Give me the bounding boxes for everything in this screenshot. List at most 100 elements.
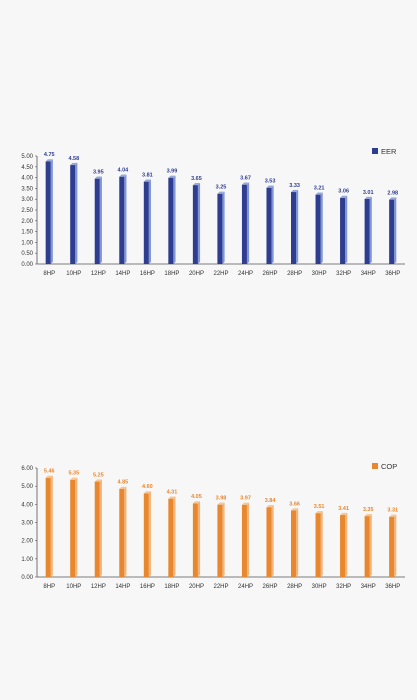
cop-bar-top — [70, 477, 78, 480]
cop-bar-top — [192, 501, 201, 504]
eer-bar-front — [119, 176, 125, 264]
eer-bar-top — [266, 185, 274, 188]
cop-bar-front — [70, 479, 76, 577]
eer-bar — [168, 175, 176, 264]
cop-y-tick-label: 4.00 — [21, 502, 33, 508]
cop-data-label: 3.98 — [216, 495, 227, 501]
cop-bar-top — [389, 514, 397, 517]
cop-bar — [119, 486, 127, 577]
cop-bar-side — [369, 513, 372, 577]
cop-bar-front — [45, 477, 51, 577]
eer-bar — [217, 191, 225, 264]
eer-bar — [119, 174, 127, 264]
eer-bar-top — [70, 162, 78, 166]
cop-bar-top — [45, 475, 53, 478]
eer-bar-side — [222, 191, 225, 264]
cop-x-tick-label: 8HP — [43, 584, 55, 590]
cop-y-tick-label: 2.00 — [21, 539, 33, 545]
eer-bar-top — [217, 191, 225, 194]
cop-x-tick-label: 12HP — [91, 584, 106, 590]
eer-x-tick-label: 22HP — [213, 271, 228, 277]
eer-x-tick-label: 16HP — [140, 271, 155, 277]
cop-y-tick-label: 6.00 — [21, 466, 33, 472]
cop-bar-top — [168, 496, 176, 499]
eer-data-label: 3.33 — [289, 183, 300, 189]
eer-legend: EER — [372, 147, 397, 156]
cop-bar-front — [217, 504, 223, 577]
cop-bar-top — [241, 502, 250, 505]
eer-bar-side — [50, 159, 53, 264]
eer-bar — [241, 182, 250, 264]
eer-data-label: 3.65 — [191, 176, 202, 182]
cop-data-label: 5.35 — [68, 471, 79, 477]
eer-bar-front — [364, 198, 370, 264]
cop-data-label: 4.31 — [167, 490, 178, 496]
eer-bar-top — [389, 197, 397, 200]
cop-bar-side — [394, 514, 397, 577]
cop-bar-front — [266, 507, 272, 577]
eer-bar-top — [241, 182, 250, 185]
eer-y-tick-label: 3.50 — [21, 186, 33, 192]
eer-bar-side — [173, 175, 176, 264]
cop-data-label: 3.51 — [314, 504, 325, 510]
eer-bar-side — [369, 196, 372, 264]
eer-bar — [94, 176, 102, 264]
eer-bar — [70, 162, 78, 264]
cop-y-tick-label: 0.00 — [21, 575, 33, 581]
cop-bar-front — [94, 481, 100, 577]
cop-bar-top — [217, 502, 225, 505]
eer-bar-side — [246, 182, 250, 264]
eer-bar-front — [143, 181, 149, 264]
eer-bar-top — [94, 176, 102, 179]
cop-bar-side — [148, 491, 151, 577]
cop-bar — [217, 502, 225, 577]
cop-bar — [168, 496, 176, 577]
eer-x-tick-label: 28HP — [287, 271, 302, 277]
eer-data-label: 4.75 — [44, 152, 55, 158]
eer-x-tick-label: 14HP — [115, 271, 130, 277]
cop-bar — [143, 491, 151, 577]
eer-y-tick-label: 1.00 — [21, 240, 33, 246]
eer-bar-side — [345, 195, 348, 264]
eer-bar — [364, 196, 372, 264]
eer-bar-front — [241, 184, 247, 264]
cop-bar-side — [50, 475, 53, 577]
cop-bar — [94, 479, 102, 577]
eer-data-label: 3.06 — [338, 189, 349, 195]
cop-x-tick-label: 28HP — [287, 584, 302, 590]
cop-bar-top — [94, 479, 102, 482]
cop-y-tick-label: 5.00 — [21, 484, 33, 490]
cop-bar — [389, 514, 397, 577]
cop-bar-front — [168, 498, 174, 577]
eer-y-tick-label: 2.00 — [21, 219, 33, 225]
eer-bar-side — [296, 189, 299, 264]
eer-bar-front — [340, 197, 346, 264]
cop-legend: COP — [372, 462, 397, 471]
eer-x-tick-label: 20HP — [189, 271, 204, 277]
eer-y-tick-label: 4.00 — [21, 176, 33, 182]
eer-bar-front — [168, 177, 174, 264]
cop-bar-front — [143, 493, 149, 577]
cop-bar-front — [119, 488, 125, 577]
eer-bar-front — [266, 187, 272, 264]
cop-bar-side — [246, 502, 250, 577]
eer-bar-side — [99, 176, 102, 264]
eer-bar — [340, 195, 348, 264]
cop-data-label: 3.41 — [338, 506, 349, 512]
eer-legend-swatch — [372, 148, 378, 154]
cop-bar-side — [296, 508, 299, 577]
eer-bar-top — [340, 195, 348, 198]
eer-bar-top — [143, 179, 151, 182]
eer-bar — [266, 185, 274, 264]
eer-bar-front — [94, 178, 100, 264]
cop-bar-side — [197, 501, 201, 577]
eer-bar-front — [70, 165, 76, 264]
cop-bar — [266, 505, 274, 577]
eer-x-tick-label: 34HP — [361, 271, 376, 277]
cop-data-label: 3.97 — [240, 496, 251, 502]
eer-y-tick-label: 2.50 — [21, 208, 33, 214]
cop-legend-swatch — [372, 463, 378, 469]
eer-bar — [45, 159, 53, 264]
eer-bar-top — [45, 159, 53, 162]
eer-y-tick-label: 3.00 — [21, 197, 33, 203]
